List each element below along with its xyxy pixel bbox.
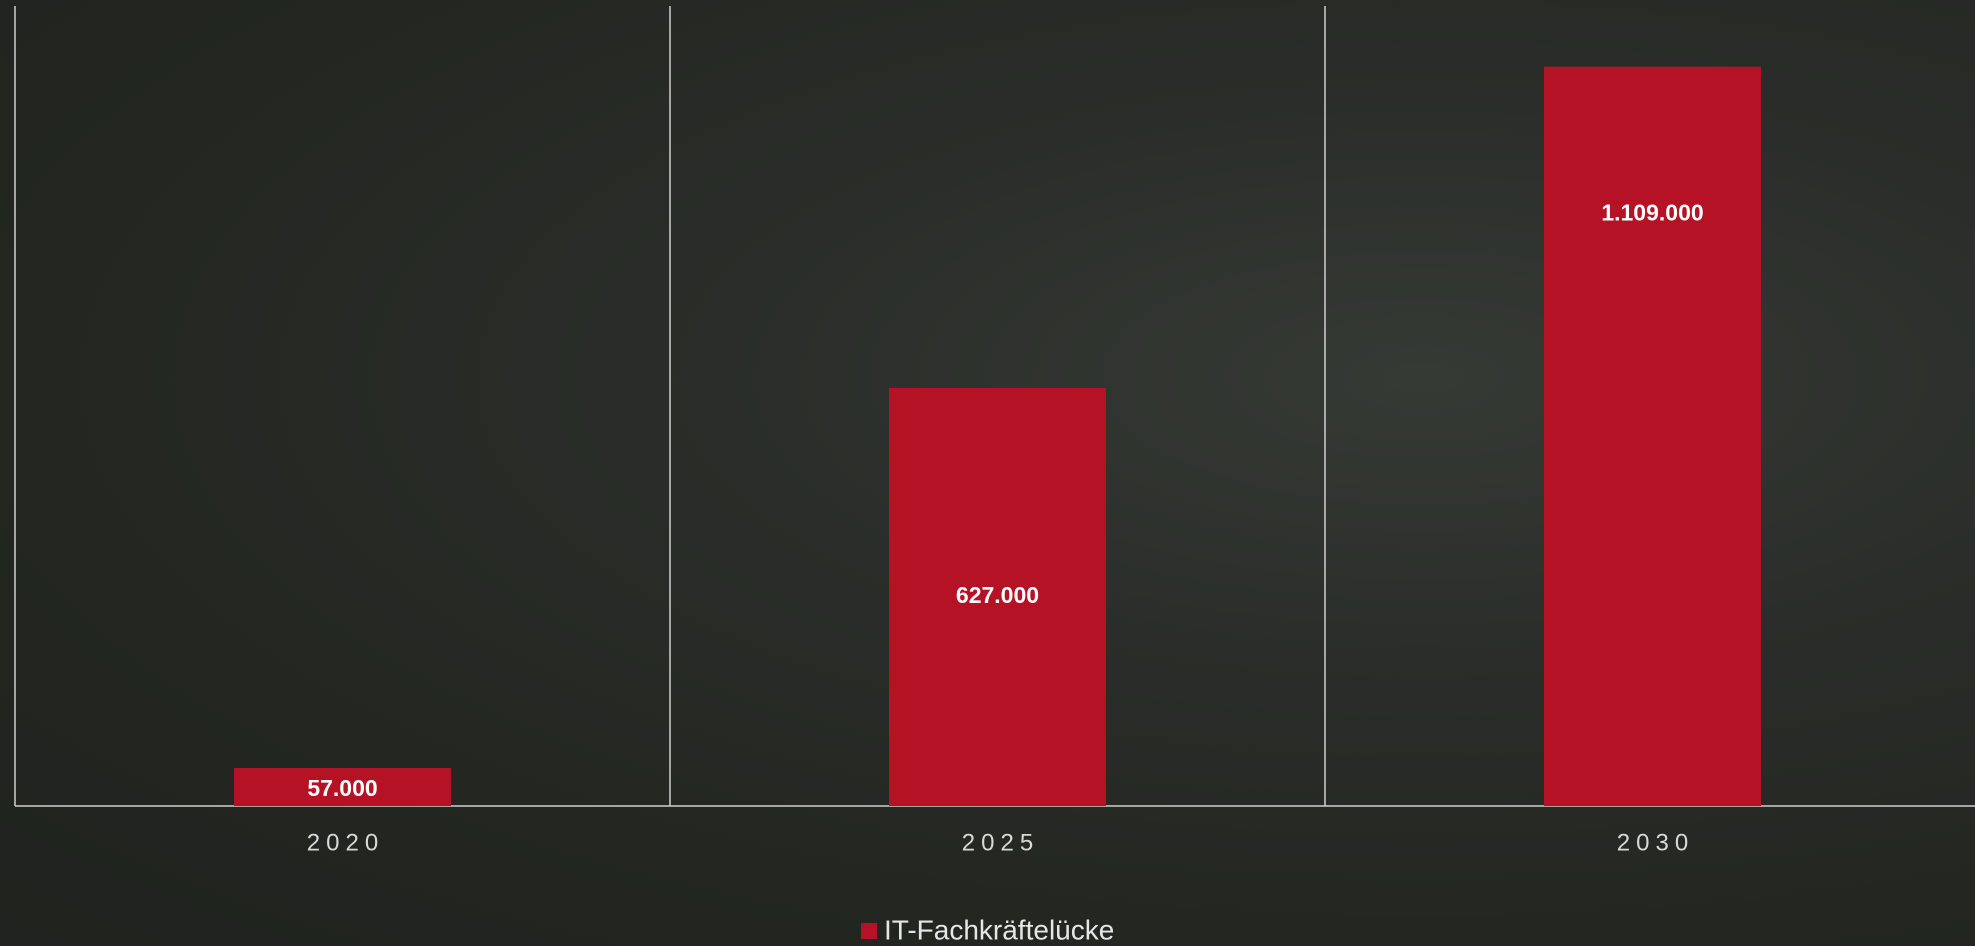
x-tick-label: 2030 [1617, 829, 1694, 856]
value-label: 627.000 [956, 582, 1039, 608]
legend-label: IT-Fachkräftelücke [884, 914, 1114, 945]
value-label: 57.000 [307, 775, 377, 801]
legend-swatch [861, 923, 877, 939]
value-label: 1.109.000 [1601, 200, 1703, 226]
page: {"chart_data": {"type": "bar", "categori… [0, 0, 1975, 946]
x-tick-label: 2020 [307, 829, 384, 856]
chart: 57.000 627.000 1.109.000 IT-Fachkräftelücke… [0, 0, 1975, 946]
bar [1544, 67, 1761, 806]
x-tick-label: 2025 [962, 829, 1039, 856]
